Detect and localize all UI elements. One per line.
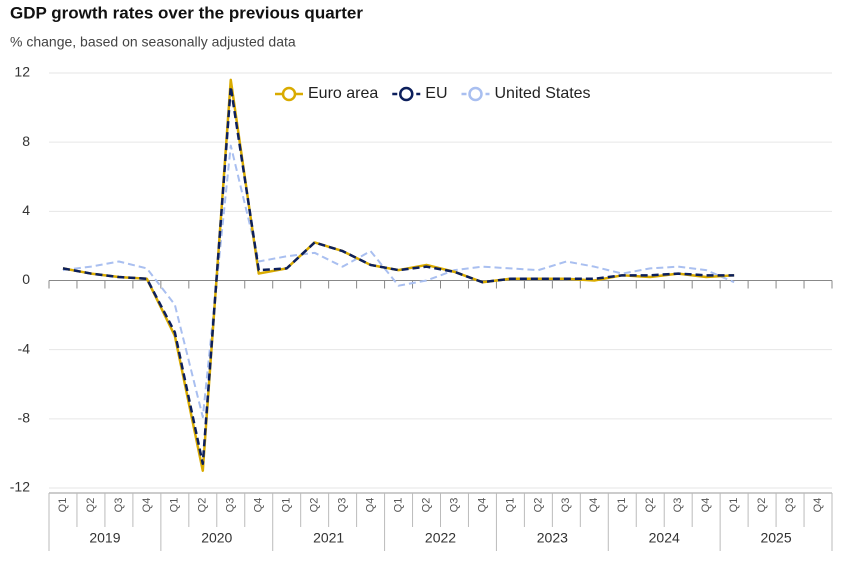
y-tick-label: 4 xyxy=(22,202,30,218)
legend-item[interactable]: United States xyxy=(461,85,591,102)
x-group-label: 2020 xyxy=(201,530,232,546)
x-tick-label: Q2 xyxy=(756,498,768,513)
x-tick-label: Q3 xyxy=(560,498,572,513)
legend-item[interactable]: Euro area xyxy=(275,85,378,102)
chart-title: GDP growth rates over the previous quart… xyxy=(10,3,363,22)
series-line xyxy=(62,144,735,419)
x-tick-label: Q1 xyxy=(728,498,740,513)
x-tick-label: Q3 xyxy=(448,498,460,513)
x-tick-label: Q1 xyxy=(281,498,293,513)
legend-label: Euro area xyxy=(308,85,378,102)
x-tick-label: Q1 xyxy=(616,498,628,513)
x-tick-label: Q3 xyxy=(784,498,796,513)
legend-marker xyxy=(468,86,483,102)
x-tick-label: Q3 xyxy=(337,498,349,513)
y-tick-label: -8 xyxy=(18,410,31,426)
x-group-label: 2024 xyxy=(649,530,680,546)
x-group-label: 2025 xyxy=(760,530,791,546)
x-tick-label: Q2 xyxy=(644,498,656,513)
x-tick-label: Q3 xyxy=(113,498,125,513)
x-tick-label: Q1 xyxy=(504,498,516,513)
x-tick-label: Q2 xyxy=(420,498,432,513)
x-tick-label: Q4 xyxy=(812,498,824,513)
x-tick-label: Q4 xyxy=(253,498,265,513)
x-tick-label: Q2 xyxy=(309,498,321,513)
legend-label: EU xyxy=(425,85,447,102)
x-group-label: 2022 xyxy=(425,530,456,546)
y-tick-label: -4 xyxy=(18,340,31,356)
x-group-label: 2019 xyxy=(89,530,120,546)
x-tick-label: Q4 xyxy=(364,498,376,513)
x-group-label: 2023 xyxy=(537,530,568,546)
y-tick-label: 12 xyxy=(14,64,30,80)
x-tick-label: Q4 xyxy=(700,498,712,513)
x-group-label: 2021 xyxy=(313,530,344,546)
chart-subtitle: % change, based on seasonally adjusted d… xyxy=(10,34,296,50)
x-tick-label: Q1 xyxy=(392,498,404,513)
x-tick-label: Q3 xyxy=(672,498,684,513)
y-tick-label: 0 xyxy=(22,271,30,287)
x-tick-label: Q3 xyxy=(225,498,237,513)
series-line xyxy=(62,85,735,466)
x-tick-label: Q4 xyxy=(476,498,488,513)
x-tick-label: Q1 xyxy=(57,498,69,513)
legend-marker xyxy=(281,86,297,102)
legend-item[interactable]: EU xyxy=(392,85,448,102)
x-tick-label: Q4 xyxy=(588,498,600,513)
legend-marker xyxy=(399,86,414,102)
y-tick-label: 8 xyxy=(22,133,30,149)
y-tick-label: -12 xyxy=(10,479,30,495)
x-tick-label: Q2 xyxy=(532,498,544,513)
x-tick-label: Q2 xyxy=(85,498,97,513)
legend-label: United States xyxy=(495,85,591,102)
x-tick-label: Q4 xyxy=(141,498,153,513)
x-tick-label: Q1 xyxy=(169,498,181,513)
x-tick-label: Q2 xyxy=(197,498,209,513)
